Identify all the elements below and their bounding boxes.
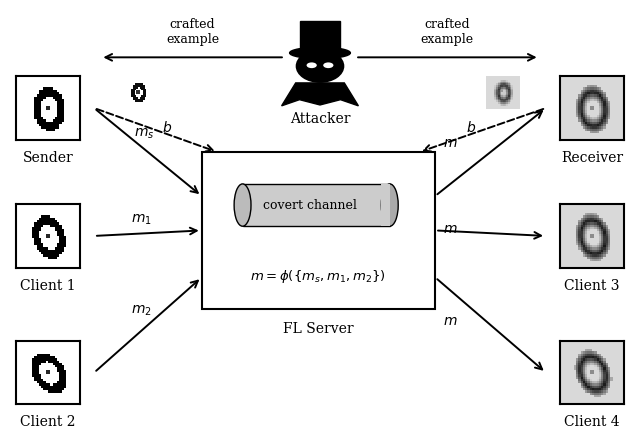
Text: $b$: $b$ xyxy=(163,120,172,135)
Text: $m = \phi(\{m_s, m_1, m_2\})$: $m = \phi(\{m_s, m_1, m_2\})$ xyxy=(250,269,387,285)
Text: $m_1$: $m_1$ xyxy=(131,212,152,227)
Text: Client 3: Client 3 xyxy=(564,279,620,293)
Text: $m$: $m$ xyxy=(443,136,458,150)
Text: $m$: $m$ xyxy=(443,222,458,236)
Ellipse shape xyxy=(290,47,351,59)
Bar xyxy=(300,21,340,53)
Text: FL Server: FL Server xyxy=(283,322,354,336)
Bar xyxy=(381,184,390,226)
Text: Client 2: Client 2 xyxy=(20,415,76,430)
Ellipse shape xyxy=(307,62,317,68)
Circle shape xyxy=(296,49,344,83)
Text: crafted
example: crafted example xyxy=(420,19,474,46)
Text: crafted
example: crafted example xyxy=(166,19,220,46)
Ellipse shape xyxy=(323,62,333,68)
Ellipse shape xyxy=(234,184,251,226)
Text: covert channel: covert channel xyxy=(263,198,356,212)
Text: $b$: $b$ xyxy=(466,120,476,135)
PathPatch shape xyxy=(282,83,358,106)
Bar xyxy=(243,184,390,226)
Text: Receiver: Receiver xyxy=(561,151,623,165)
FancyBboxPatch shape xyxy=(202,152,435,309)
Ellipse shape xyxy=(381,184,398,226)
Text: Sender: Sender xyxy=(22,151,74,165)
Text: $m$: $m$ xyxy=(443,314,458,328)
Text: $m_2$: $m_2$ xyxy=(131,304,152,318)
Text: Client 4: Client 4 xyxy=(564,415,620,430)
Text: Attacker: Attacker xyxy=(290,112,350,127)
Text: $m_s$: $m_s$ xyxy=(134,127,155,141)
Text: Client 1: Client 1 xyxy=(20,279,76,293)
